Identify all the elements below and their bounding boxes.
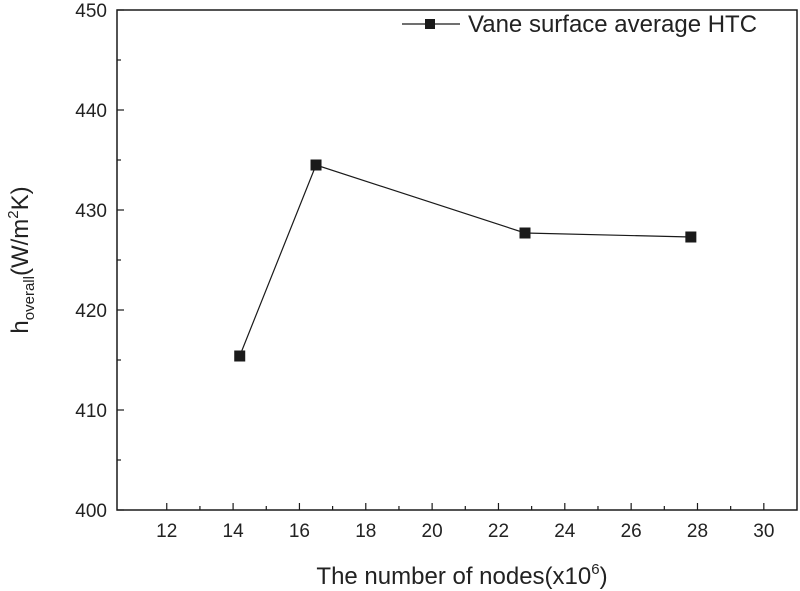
ticks: 12 14 16 18 20 22 24 26 28 30 400 410 420 430 440 450 [75,1,774,542]
data-point [519,227,531,239]
y-tick-label: 420 [75,301,107,322]
plot-frame [116,9,798,511]
x-tick-label: 28 [687,521,708,542]
x-axis-title-sup: 6 [591,561,599,578]
x-tick-label: 22 [488,521,509,542]
legend-marker [425,19,435,29]
x-tick-label: 26 [621,521,642,542]
y-tick-label: 440 [75,101,107,122]
y-tick-label: 400 [75,501,107,522]
data-point [310,159,322,171]
series-line [239,164,691,357]
data-point [685,231,697,243]
x-tick-label: 14 [223,521,245,542]
axes [116,9,798,511]
legend-label: Vane surface average HTC [468,11,757,38]
x-axis-title-text: The number of nodes(x10 [316,563,591,590]
y-axis-title: hoverall(W/m2K) [5,186,38,333]
x-tick-label: 30 [753,521,774,542]
x-tick-label: 12 [156,521,177,542]
x-tick-label: 16 [289,521,310,542]
x-axis-title-suffix: ) [600,563,608,590]
legend: Vane surface average HTC [402,11,757,38]
x-axis-title: The number of nodes(x106) [316,561,607,590]
y-axis-title-unit-suffix: K) [7,186,34,210]
y-tick-label: 410 [75,401,107,422]
data-point [234,350,246,362]
y-tick-label: 450 [75,1,107,22]
y-axis-title-sub: overall [21,276,38,320]
x-tick-label: 20 [422,521,443,542]
y-axis-title-sup: 2 [5,210,22,218]
series-layer [234,159,697,362]
y-axis-title-unit: (W/m [7,219,34,276]
x-tick-label: 18 [355,521,376,542]
y-axis-title-base: h [7,320,34,333]
y-tick-label: 430 [75,201,107,222]
x-tick-label: 24 [554,521,576,542]
